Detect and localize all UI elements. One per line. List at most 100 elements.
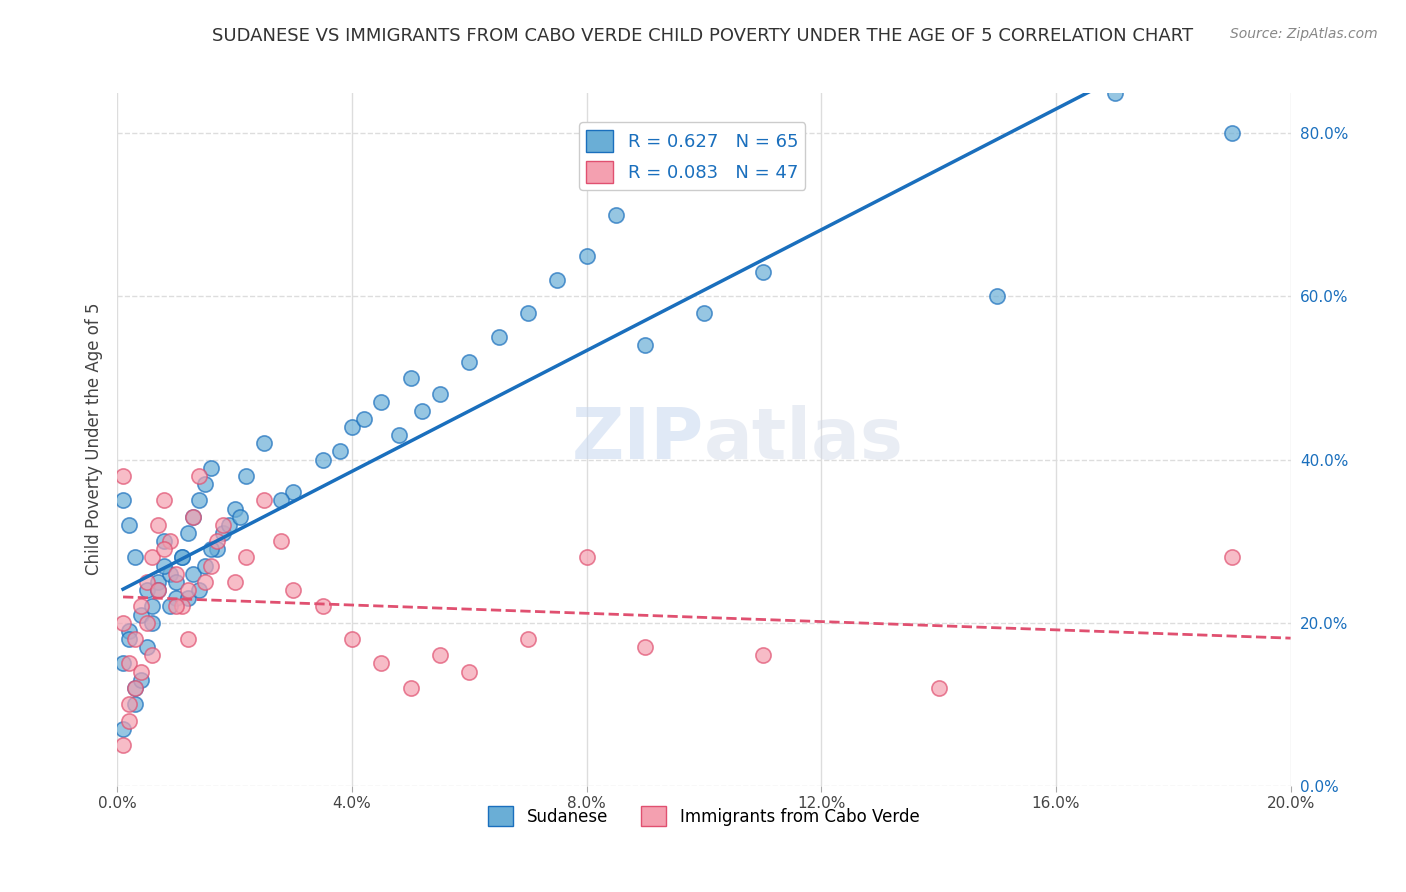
Point [124,632,146,646]
Point [183,509,205,524]
Point [270,534,292,549]
Point [205,542,228,557]
Point [118,657,141,671]
Point [1220,127,1243,141]
Point [399,371,422,385]
Point [283,485,305,500]
Y-axis label: Child Poverty Under the Age of 5: Child Poverty Under the Age of 5 [86,303,103,575]
Point [118,714,141,728]
Point [224,574,246,589]
Point [253,493,276,508]
Point [159,599,181,614]
Point [1104,86,1126,100]
Point [148,583,170,598]
Point [188,583,211,598]
Point [170,550,193,565]
Point [340,632,363,646]
Point [693,306,716,320]
Point [218,517,240,532]
Point [129,607,152,622]
Point [283,583,305,598]
Point [165,574,187,589]
Point [928,681,950,695]
Text: SUDANESE VS IMMIGRANTS FROM CABO VERDE CHILD POVERTY UNDER THE AGE OF 5 CORRELAT: SUDANESE VS IMMIGRANTS FROM CABO VERDE C… [212,27,1194,45]
Point [370,657,392,671]
Point [183,566,205,581]
Point [370,395,392,409]
Point [165,566,187,581]
Point [112,738,135,752]
Point [129,599,152,614]
Point [200,558,222,573]
Point [353,412,375,426]
Point [135,583,157,598]
Point [575,249,598,263]
Point [235,550,257,565]
Point [141,648,163,663]
Point [188,469,211,483]
Point [165,591,187,606]
Point [516,306,538,320]
Point [229,509,252,524]
Point [135,640,157,655]
Point [124,698,146,712]
Point [176,526,198,541]
Point [170,599,193,614]
Point [176,632,198,646]
Point [153,493,176,508]
Point [399,681,422,695]
Point [546,273,568,287]
Point [253,436,276,450]
Point [235,469,257,483]
Point [112,493,135,508]
Point [488,330,510,344]
Point [159,566,181,581]
Legend: Sudanese, Immigrants from Cabo Verde: Sudanese, Immigrants from Cabo Verde [482,799,927,833]
Point [575,550,598,565]
Point [153,558,176,573]
Text: atlas: atlas [704,405,904,474]
Point [1220,550,1243,565]
Point [200,460,222,475]
Point [751,648,773,663]
Point [634,338,657,352]
Text: Source: ZipAtlas.com: Source: ZipAtlas.com [1230,27,1378,41]
Point [141,615,163,630]
Point [388,428,411,442]
Point [129,665,152,679]
Point [118,624,141,638]
Point [118,698,141,712]
Point [411,403,433,417]
Point [118,632,141,646]
Point [135,574,157,589]
Point [118,517,141,532]
Point [311,599,333,614]
Point [141,550,163,565]
Point [751,265,773,279]
Point [311,452,333,467]
Point [605,208,627,222]
Point [176,583,198,598]
Point [159,534,181,549]
Point [153,534,176,549]
Point [165,599,187,614]
Point [516,632,538,646]
Point [194,574,217,589]
Point [188,493,211,508]
Point [148,517,170,532]
Point [148,574,170,589]
Point [634,640,657,655]
Point [986,289,1008,303]
Point [176,591,198,606]
Point [124,550,146,565]
Point [429,387,451,401]
Point [153,542,176,557]
Point [340,420,363,434]
Point [129,673,152,687]
Point [194,558,217,573]
Point [211,517,233,532]
Point [112,615,135,630]
Point [124,681,146,695]
Point [135,615,157,630]
Point [148,583,170,598]
